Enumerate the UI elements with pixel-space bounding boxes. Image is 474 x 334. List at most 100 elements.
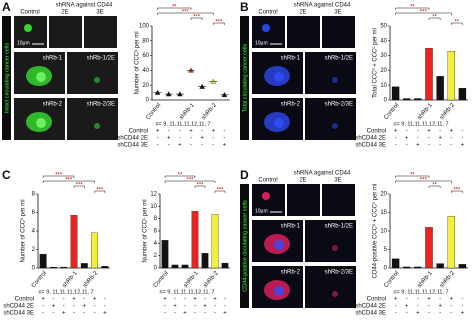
sig-stars: ***: [186, 178, 194, 184]
bar: [80, 263, 88, 269]
condition-sign: -: [204, 297, 206, 303]
condition-sign: -: [179, 136, 181, 142]
bar: [391, 258, 400, 269]
bar: [211, 214, 219, 269]
micrograph: [84, 16, 117, 48]
image-label: shRb-1: [281, 224, 301, 230]
condition-label: shCD44 2E: [117, 136, 148, 142]
condition-sign: +: [72, 297, 76, 303]
condition-label: shCD44 2E: [3, 304, 34, 310]
sig-stars: ***: [215, 20, 223, 26]
sig-stars: ***: [196, 183, 204, 189]
condition-sign: +: [189, 129, 193, 135]
micrograph: [322, 16, 355, 48]
panel-label: A: [2, 0, 11, 14]
condition-sign: -: [417, 136, 419, 142]
image-label: shRb-1/2E: [325, 56, 353, 62]
bar: [425, 48, 433, 101]
condition-sign: +: [52, 304, 56, 310]
bar: [402, 266, 411, 269]
sig-bracket: [190, 17, 203, 20]
category-label: shRb-2: [439, 102, 456, 121]
condition-sign: -: [395, 136, 397, 142]
condition-sign: +: [450, 297, 454, 303]
condition-sign: -: [395, 143, 397, 149]
bar: [60, 266, 68, 269]
condition-sign: -: [42, 304, 44, 310]
condition-sign: +: [394, 129, 398, 135]
bar: [39, 253, 47, 269]
image-label: Control: [258, 10, 277, 16]
y-tick-label: 10: [380, 83, 387, 89]
category-label: shRb-2: [203, 270, 220, 289]
condition-sign: -: [194, 304, 196, 310]
image-header: shRNA against CD44: [294, 3, 351, 9]
bar: [91, 232, 99, 269]
nucleus: [274, 72, 284, 82]
condition-label: Control: [367, 129, 386, 135]
condition-sign: -: [461, 136, 463, 142]
condition-sign: -: [428, 136, 430, 142]
n-row: n= 9, 11,11,11,12,11, 7: [393, 121, 448, 127]
y-tick-label: 50: [380, 24, 387, 30]
bar: [447, 51, 456, 101]
sig-stars: ***: [420, 178, 428, 184]
y-tick-label: 10: [380, 229, 387, 235]
cell: [94, 123, 100, 129]
condition-sign: -: [439, 143, 441, 149]
bar: [181, 264, 189, 269]
cell: [332, 123, 338, 129]
condition-sign: +: [83, 304, 87, 310]
y-tick-label: 60: [142, 53, 149, 59]
image-label: 2E: [299, 178, 306, 184]
sig-stars: ***: [193, 15, 201, 21]
scale-label: 10μm: [17, 40, 30, 46]
condition-sign: -: [164, 311, 166, 317]
condition-sign: -: [164, 304, 166, 310]
y-tick-label: 40: [142, 68, 149, 74]
condition-sign: +: [416, 143, 420, 149]
image-label: shRb-1: [281, 56, 301, 62]
condition-sign: -: [428, 304, 430, 310]
bar: [402, 98, 411, 101]
condition-sign: -: [406, 297, 408, 303]
nucleus: [36, 72, 46, 82]
condition-sign: -: [417, 129, 419, 135]
panel-label: C: [2, 168, 11, 182]
category-label: Control: [153, 270, 170, 289]
condition-label: shCD44 3E: [355, 311, 386, 317]
condition-sign: -: [190, 136, 192, 142]
sig-bracket: [395, 180, 452, 183]
condition-sign: -: [212, 143, 214, 149]
bar: [425, 227, 433, 269]
condition-sign: -: [417, 297, 419, 303]
condition-sign: -: [63, 297, 65, 303]
cell: [262, 192, 270, 200]
condition-sign: +: [416, 311, 420, 317]
image-label: shRb-2: [281, 102, 301, 108]
micrograph: [287, 16, 320, 48]
micrograph: [305, 52, 356, 94]
bar: [391, 86, 400, 101]
condition-sign: -: [461, 129, 463, 135]
condition-sign: -: [94, 311, 96, 317]
image-header: shRNA against CD44: [56, 3, 113, 9]
condition-label: shCD44 2E: [355, 136, 386, 142]
scale-label: 10μm: [255, 208, 268, 214]
condition-label: shCD44 3E: [355, 143, 386, 149]
condition-sign: +: [183, 311, 187, 317]
side-bar: [2, 16, 11, 140]
sig-stars: ***: [216, 188, 224, 194]
sig-bracket: [94, 190, 106, 193]
bar: [201, 253, 209, 269]
condition-sign: -: [184, 304, 186, 310]
nucleus: [36, 118, 46, 128]
image-label: 2E: [61, 10, 68, 16]
category-label: shRb-2: [201, 102, 218, 121]
condition-sign: -: [201, 129, 203, 135]
condition-label: Control: [367, 297, 386, 303]
sig-bracket: [395, 175, 430, 178]
condition-sign: +: [212, 129, 216, 135]
condition-sign: +: [450, 129, 454, 135]
condition-sign: +: [41, 297, 45, 303]
